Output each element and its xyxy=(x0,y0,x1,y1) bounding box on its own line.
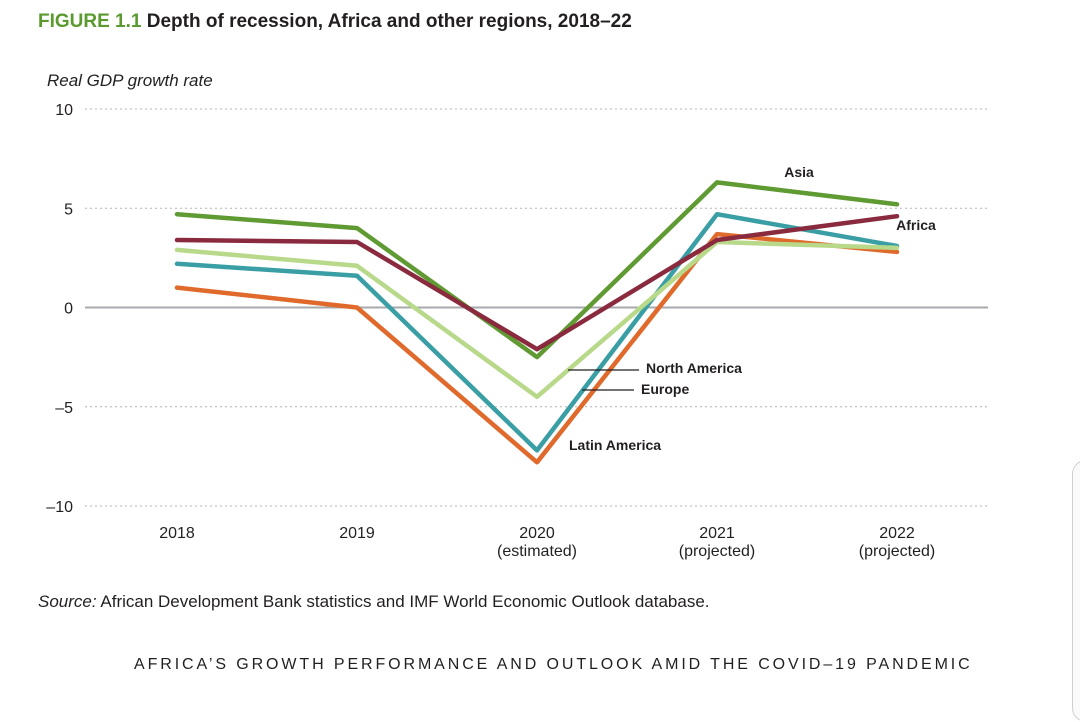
series-line-africa xyxy=(177,216,897,349)
y-tick-label: 10 xyxy=(55,102,73,119)
running-footer: AFRICA’S GROWTH PERFORMANCE AND OUTLOOK … xyxy=(134,656,973,674)
x-tick-sublabel: (projected) xyxy=(859,543,935,560)
series-label-europe: Europe xyxy=(641,381,689,397)
x-tick-label: 2020 xyxy=(519,525,555,542)
series-label-latin-america: Latin America xyxy=(569,437,661,453)
x-tick-sublabel: (estimated) xyxy=(497,543,577,560)
x-tick-label: 2022 xyxy=(879,525,915,542)
x-tick-label: 2018 xyxy=(159,525,195,542)
source-text: African Development Bank statistics and … xyxy=(100,592,709,611)
series-line-north-america xyxy=(177,242,897,397)
series-label-asia: Asia xyxy=(784,164,814,180)
y-tick-labels: 10 5 0 –5 –10 xyxy=(46,102,73,516)
series-line-europe xyxy=(177,214,897,450)
gridlines xyxy=(85,109,988,506)
source-note: Source: African Development Bank statist… xyxy=(38,592,710,612)
x-tick-label: 2019 xyxy=(339,525,375,542)
series-label-north-america: North America xyxy=(646,360,742,376)
source-prefix: Source: xyxy=(38,592,97,611)
adjacent-page-edge xyxy=(1072,460,1080,722)
series-lines xyxy=(177,182,897,462)
y-axis-title: Real GDP growth rate xyxy=(47,71,213,90)
y-tick-label: 0 xyxy=(64,301,73,318)
y-tick-label: –5 xyxy=(55,400,73,417)
y-tick-label: –10 xyxy=(46,499,73,516)
line-chart: Real GDP growth rate 10 5 0 –5 –10 2018 2019 2… xyxy=(0,0,1080,580)
x-tick-label: 2021 xyxy=(699,525,735,542)
y-tick-label: 5 xyxy=(64,201,73,218)
x-tick-sublabel: (projected) xyxy=(679,543,755,560)
series-label-africa: Africa xyxy=(896,217,936,233)
